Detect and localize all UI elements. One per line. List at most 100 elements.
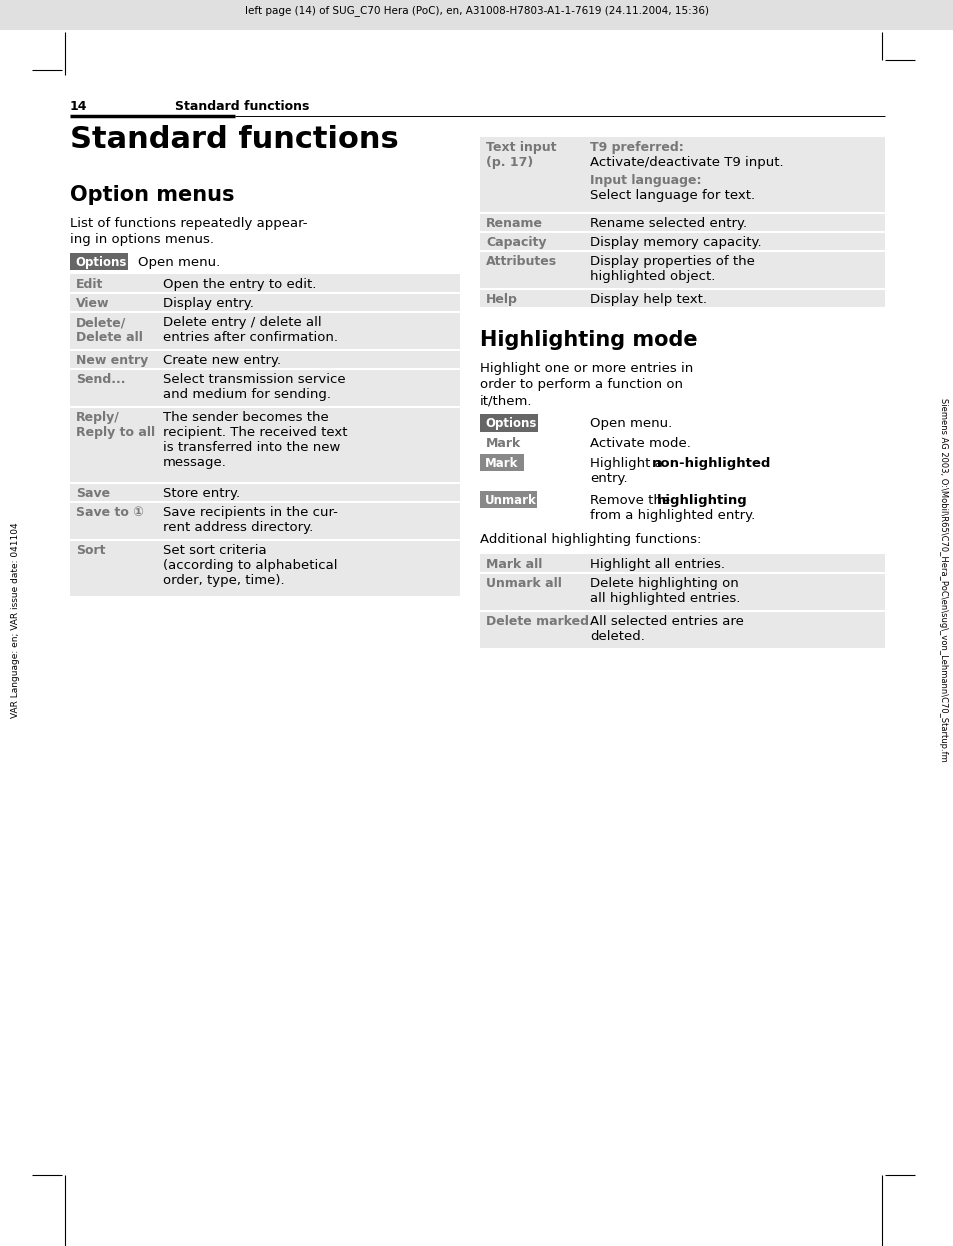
Text: Siemens AG 2003, O:\Mobil\R65\C70_Hera_PoC\en\sug\_von_Lehmann\C70_Startup.fm: Siemens AG 2003, O:\Mobil\R65\C70_Hera_P… xyxy=(939,399,947,761)
Text: deleted.: deleted. xyxy=(589,630,644,643)
Text: List of functions repeatedly appear-: List of functions repeatedly appear- xyxy=(70,217,307,231)
Text: Display memory capacity.: Display memory capacity. xyxy=(589,235,760,249)
Bar xyxy=(70,293,459,312)
Text: Additional highlighting functions:: Additional highlighting functions: xyxy=(479,533,700,546)
Bar xyxy=(479,213,884,232)
Text: rent address directory.: rent address directory. xyxy=(163,521,313,535)
Text: Highlight one or more entries in: Highlight one or more entries in xyxy=(479,363,693,375)
Bar xyxy=(479,491,537,508)
Text: Text input: Text input xyxy=(485,141,556,155)
Bar xyxy=(479,454,523,471)
Bar xyxy=(70,253,128,270)
Bar xyxy=(70,350,459,369)
Text: Save recipients in the cur-: Save recipients in the cur- xyxy=(163,506,337,520)
Bar xyxy=(70,483,459,502)
Text: order, type, time).: order, type, time). xyxy=(163,574,284,587)
Text: Unmark: Unmark xyxy=(484,493,537,507)
Text: Open menu.: Open menu. xyxy=(589,417,672,430)
Text: Display help text.: Display help text. xyxy=(589,293,706,307)
Text: Set sort criteria: Set sort criteria xyxy=(163,545,266,557)
Text: message.: message. xyxy=(163,456,227,468)
Text: order to perform a function on: order to perform a function on xyxy=(479,378,682,391)
Text: Select transmission service: Select transmission service xyxy=(163,373,345,386)
Bar xyxy=(479,414,537,432)
Text: Rename selected entry.: Rename selected entry. xyxy=(589,217,746,231)
Text: Store entry.: Store entry. xyxy=(163,487,240,500)
Text: Save: Save xyxy=(76,487,110,500)
Text: Create new entry.: Create new entry. xyxy=(163,354,281,368)
Text: Standard functions: Standard functions xyxy=(174,100,309,113)
Text: (p. 17): (p. 17) xyxy=(485,156,533,169)
Text: Input language:: Input language: xyxy=(589,174,700,187)
Text: Activate mode.: Activate mode. xyxy=(589,437,690,450)
Text: Open menu.: Open menu. xyxy=(138,255,220,269)
Text: Delete marked: Delete marked xyxy=(485,616,588,628)
Text: entries after confirmation.: entries after confirmation. xyxy=(163,331,337,344)
Bar xyxy=(479,232,884,250)
Text: Select language for text.: Select language for text. xyxy=(589,189,755,202)
Text: Mark: Mark xyxy=(484,457,517,470)
Text: Mark all: Mark all xyxy=(485,558,542,571)
Text: highlighted object.: highlighted object. xyxy=(589,270,715,283)
Text: View: View xyxy=(76,297,110,310)
Bar xyxy=(70,274,459,293)
Text: Delete highlighting on: Delete highlighting on xyxy=(589,577,738,591)
Text: Options: Options xyxy=(75,255,126,269)
Text: it/them.: it/them. xyxy=(479,394,532,407)
Text: Unmark all: Unmark all xyxy=(485,577,561,591)
Bar xyxy=(479,289,884,308)
Text: Option menus: Option menus xyxy=(70,184,234,206)
Text: Options: Options xyxy=(484,417,536,430)
Bar xyxy=(70,502,459,540)
Text: Rename: Rename xyxy=(485,217,542,231)
Bar xyxy=(479,554,884,573)
Text: Highlight all entries.: Highlight all entries. xyxy=(589,558,724,571)
Text: (according to alphabetical: (according to alphabetical xyxy=(163,559,337,572)
Text: entry.: entry. xyxy=(589,472,627,485)
Text: Delete/: Delete/ xyxy=(76,316,126,329)
Bar xyxy=(0,0,953,30)
Bar xyxy=(70,540,459,597)
Text: non-highlighted: non-highlighted xyxy=(651,457,771,470)
Text: Send...: Send... xyxy=(76,373,126,386)
Text: from a highlighted entry.: from a highlighted entry. xyxy=(589,510,755,522)
Text: Delete entry / delete all: Delete entry / delete all xyxy=(163,316,321,329)
Text: left page (14) of SUG_C70 Hera (PoC), en, A31008-H7803-A1-1-7619 (24.11.2004, 15: left page (14) of SUG_C70 Hera (PoC), en… xyxy=(245,5,708,16)
Bar xyxy=(70,369,459,407)
Text: Remove the: Remove the xyxy=(589,493,674,507)
Text: all highlighted entries.: all highlighted entries. xyxy=(589,592,740,606)
Text: Activate/deactivate T9 input.: Activate/deactivate T9 input. xyxy=(589,156,782,169)
Text: Mark: Mark xyxy=(485,437,520,450)
Text: 14: 14 xyxy=(70,100,88,113)
Text: and medium for sending.: and medium for sending. xyxy=(163,388,331,401)
Text: Highlighting mode: Highlighting mode xyxy=(479,330,697,350)
Text: Delete all: Delete all xyxy=(76,331,143,344)
Text: Highlight a: Highlight a xyxy=(589,457,666,470)
Bar xyxy=(479,137,884,213)
Text: VAR Language: en; VAR issue date: 041104: VAR Language: en; VAR issue date: 041104 xyxy=(11,522,20,718)
Text: The sender becomes the: The sender becomes the xyxy=(163,411,329,424)
Bar xyxy=(479,573,884,611)
Text: Standard functions: Standard functions xyxy=(70,125,398,155)
Text: recipient. The received text: recipient. The received text xyxy=(163,426,347,439)
Text: All selected entries are: All selected entries are xyxy=(589,616,743,628)
Bar xyxy=(479,250,884,289)
Text: ing in options menus.: ing in options menus. xyxy=(70,233,213,245)
Text: Reply to all: Reply to all xyxy=(76,426,155,439)
Text: New entry: New entry xyxy=(76,354,148,368)
Bar xyxy=(479,611,884,649)
Text: Sort: Sort xyxy=(76,545,106,557)
Text: Save to ①: Save to ① xyxy=(76,506,144,520)
Text: highlighting: highlighting xyxy=(657,493,747,507)
Text: Attributes: Attributes xyxy=(485,255,557,268)
Bar xyxy=(70,407,459,483)
Text: Capacity: Capacity xyxy=(485,235,546,249)
Text: Edit: Edit xyxy=(76,278,103,292)
Bar xyxy=(70,312,459,350)
Text: Display entry.: Display entry. xyxy=(163,297,253,310)
Text: Open the entry to edit.: Open the entry to edit. xyxy=(163,278,316,292)
Text: is transferred into the new: is transferred into the new xyxy=(163,441,340,454)
Text: Display properties of the: Display properties of the xyxy=(589,255,754,268)
Text: Reply/: Reply/ xyxy=(76,411,120,424)
Text: T9 preferred:: T9 preferred: xyxy=(589,141,683,155)
